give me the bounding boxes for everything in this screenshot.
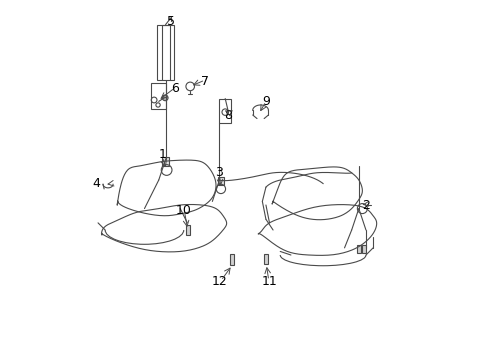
Text: 6: 6	[170, 82, 179, 95]
Text: 11: 11	[261, 275, 277, 288]
Text: 5: 5	[167, 14, 175, 27]
Bar	[162, 157, 169, 166]
Text: 1: 1	[158, 148, 166, 162]
Text: 4: 4	[92, 177, 100, 190]
Bar	[264, 254, 268, 264]
Bar	[230, 254, 234, 265]
Text: 10: 10	[176, 204, 191, 217]
Text: 2: 2	[361, 198, 369, 212]
Bar	[356, 246, 360, 253]
Text: 8: 8	[224, 109, 232, 122]
Circle shape	[162, 95, 168, 101]
Text: 9: 9	[262, 95, 269, 108]
Bar	[362, 246, 365, 253]
Bar	[217, 177, 224, 185]
Text: 7: 7	[201, 75, 209, 88]
Bar	[219, 99, 230, 123]
Text: 12: 12	[211, 275, 227, 288]
Bar	[157, 24, 174, 80]
Text: 3: 3	[215, 166, 223, 179]
Bar	[185, 225, 189, 235]
Bar	[151, 83, 165, 109]
